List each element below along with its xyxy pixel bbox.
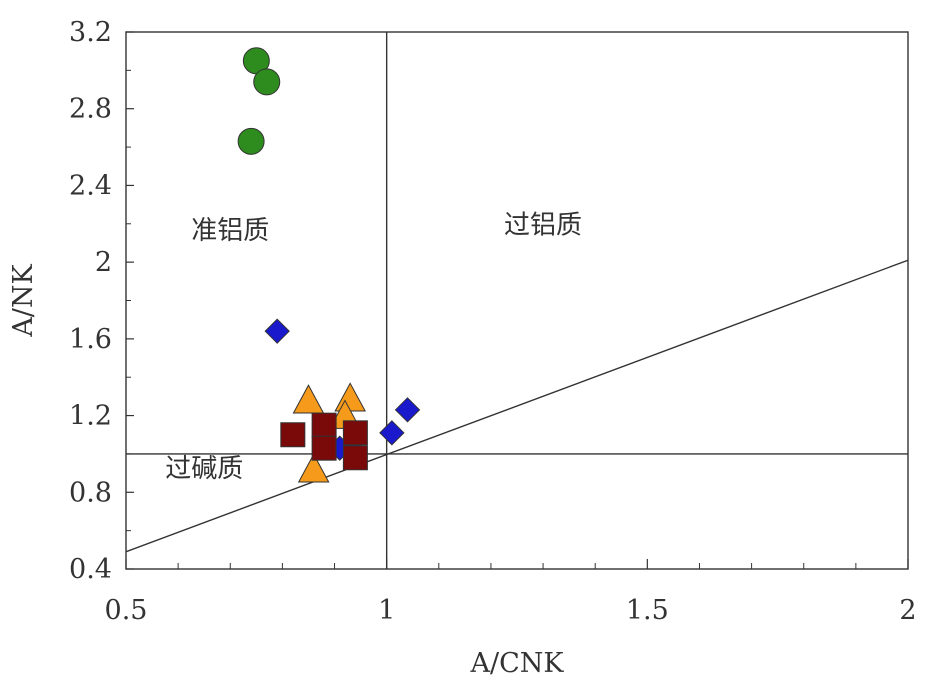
data-point-triangle [292, 384, 325, 414]
plot-frame [125, 31, 909, 570]
x-tick-label: 1.5 [626, 595, 669, 626]
x-tick-label: 0.5 [105, 595, 148, 626]
diagonal-reference-line [125, 259, 909, 553]
y-tick-label: 1.2 [69, 401, 112, 432]
data-point-square [311, 435, 337, 461]
y-tick-label: 1.6 [69, 324, 112, 355]
axis-ticks [125, 31, 909, 570]
x-tick-label: 2 [899, 595, 916, 626]
reference-lines [125, 32, 909, 569]
y-tick-label: 0.8 [69, 477, 112, 508]
y-tick-label: 2.4 [69, 170, 112, 201]
data-point-diamond [264, 318, 290, 344]
data-point-square [280, 422, 306, 448]
region-label: 过铝质 [504, 210, 582, 240]
data-point-diamond [394, 397, 421, 423]
data-point-circle [237, 127, 265, 155]
x-tick-label: 1 [378, 595, 395, 626]
y-axis-title: A/NK [8, 263, 39, 337]
y-tick-label: 0.4 [69, 554, 112, 585]
plot-border [125, 31, 909, 570]
data-point-square [311, 412, 337, 438]
data-point-square [342, 420, 368, 446]
region-label: 过碱质 [165, 454, 243, 484]
data-points [237, 47, 421, 483]
data-point-triangle [297, 453, 330, 483]
data-point-circle [253, 68, 281, 96]
y-tick-label: 2.8 [69, 94, 112, 125]
data-point-square [342, 445, 368, 471]
data-point-diamond [379, 420, 405, 446]
x-axis-title: A/CNK [469, 648, 564, 676]
y-tick-label: 2 [95, 247, 112, 278]
y-tick-label: 3.2 [69, 17, 112, 48]
region-label: 准铝质 [191, 216, 269, 246]
data-point-triangle [334, 382, 367, 412]
